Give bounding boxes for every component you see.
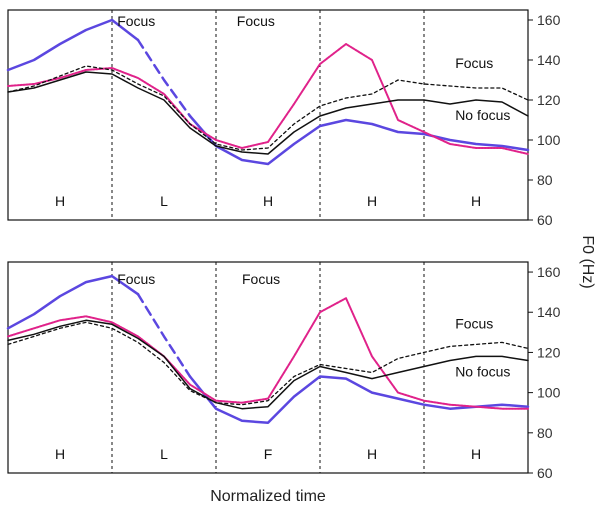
segment-label: H	[55, 446, 65, 462]
segment-label: L	[160, 446, 168, 462]
segment-label: H	[55, 193, 65, 209]
series-line-blue_dashed	[136, 38, 192, 118]
y-tick-label: 100	[537, 132, 561, 148]
y-tick-label: 140	[537, 52, 561, 68]
annotation-label: No focus	[455, 364, 510, 380]
annotation-label: Focus	[455, 55, 493, 71]
annotation-label: No focus	[455, 107, 510, 123]
series-line-black_dashed	[7, 65, 529, 151]
panel-bottom: 60 80 100 120 140 160 H L F H H Focus Focus Focus No f…	[6, 261, 561, 481]
x-axis-label: Normalized time	[210, 488, 326, 505]
y-tick-label: 60	[537, 212, 553, 228]
segment-label: H	[471, 193, 481, 209]
series-line-black_dashed	[7, 321, 529, 406]
series-line-pink	[7, 297, 529, 410]
segment-label: H	[367, 193, 377, 209]
annotation-label: Focus	[117, 271, 155, 287]
y-tick-label: 140	[537, 304, 561, 320]
series-line-black_solid	[7, 319, 529, 410]
plot-frame	[7, 261, 529, 474]
y-tick-label: 120	[537, 344, 561, 360]
annotation-label: Focus	[455, 315, 493, 331]
series-line-blue_dashed	[136, 292, 192, 378]
y-tick-label: 160	[537, 264, 561, 280]
series-line-blue_solid	[6, 274, 140, 330]
y-tick-label: 160	[537, 12, 561, 28]
series-line-blue_solid	[6, 18, 140, 72]
segment-label: F	[264, 446, 273, 462]
segment-label: L	[160, 193, 168, 209]
y-tick-label: 80	[537, 425, 553, 441]
segment-label: H	[471, 446, 481, 462]
series-line-pink	[7, 43, 529, 155]
plot-frame	[7, 9, 529, 221]
series-line-blue_low	[188, 375, 530, 425]
annotation-label: Focus	[242, 271, 280, 287]
annotation-label: Focus	[237, 13, 275, 29]
series-line-blue_low	[188, 114, 530, 166]
segment-label: H	[263, 193, 273, 209]
series-line-black_solid	[7, 71, 529, 155]
y-axis-label: F0 (Hz)	[579, 235, 596, 288]
y-tick-label: 60	[537, 465, 553, 481]
annotation-label: Focus	[117, 13, 155, 29]
y-tick-label: 80	[537, 172, 553, 188]
y-tick-label: 100	[537, 385, 561, 401]
panel-top: 60 80 100 120 140 160 H L H H H Focus Focus Focus No f…	[6, 9, 561, 228]
y-tick-label: 120	[537, 92, 561, 108]
segment-label: H	[367, 446, 377, 462]
